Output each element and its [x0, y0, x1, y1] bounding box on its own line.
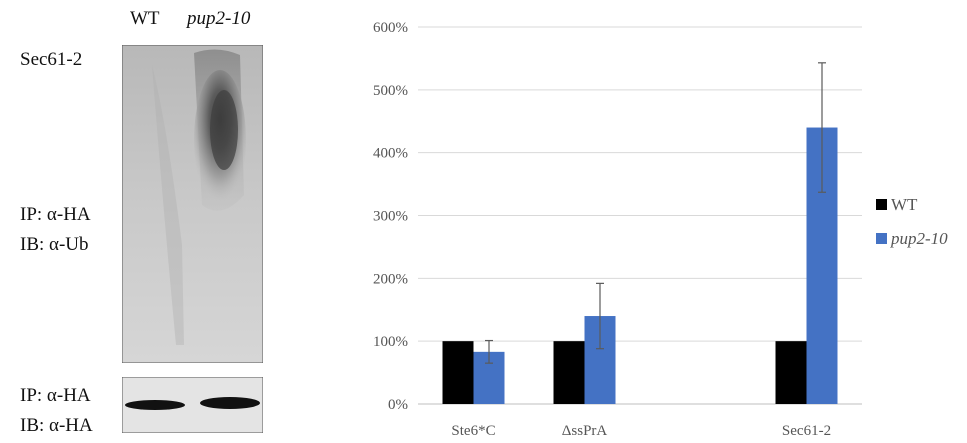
blot-protein-label: Sec61-2 — [20, 49, 83, 70]
y-tick-label: 0% — [388, 397, 408, 413]
y-tick-label: 400% — [373, 146, 408, 162]
y-tick-label: 500% — [373, 83, 408, 99]
y-tick-label: 600% — [373, 20, 408, 36]
x-tick-label: Ste6*C — [451, 423, 495, 439]
bar-WT-Ste6*C — [442, 341, 474, 404]
bar-chart: 0% 100% 200% 300% 400% 500% 600% Ste6*C ΔssPrA Se… — [373, 20, 948, 439]
y-tick-label: 300% — [373, 209, 408, 225]
upper-ib-label: IB: α-Ub — [20, 234, 89, 255]
y-tick-label: 100% — [373, 334, 408, 350]
ha-blot-image — [122, 377, 263, 433]
legend-swatch-WT — [876, 199, 887, 210]
legend-label-WT: WT — [891, 195, 918, 214]
legend-label-pup2-10: pup2-10 — [890, 229, 948, 248]
upper-ip-label: IP: α-HA — [20, 204, 91, 225]
ubiquitin-blot-image — [122, 45, 263, 363]
x-tick-label: ΔssPrA — [562, 423, 608, 439]
x-tick-label: Sec61-2 — [782, 423, 831, 439]
lower-ip-label: IP: α-HA — [20, 385, 91, 406]
lane-label-pup2-10: pup2-10 — [187, 8, 251, 29]
legend-swatch-pup2-10 — [876, 233, 887, 244]
lower-ib-label: IB: α-HA — [20, 415, 93, 436]
lane-label-wt: WT — [130, 8, 160, 29]
bar-WT-Sec61-2 — [775, 341, 807, 404]
y-tick-label: 200% — [373, 271, 408, 287]
bar-WT-ΔssPrA — [553, 341, 585, 404]
